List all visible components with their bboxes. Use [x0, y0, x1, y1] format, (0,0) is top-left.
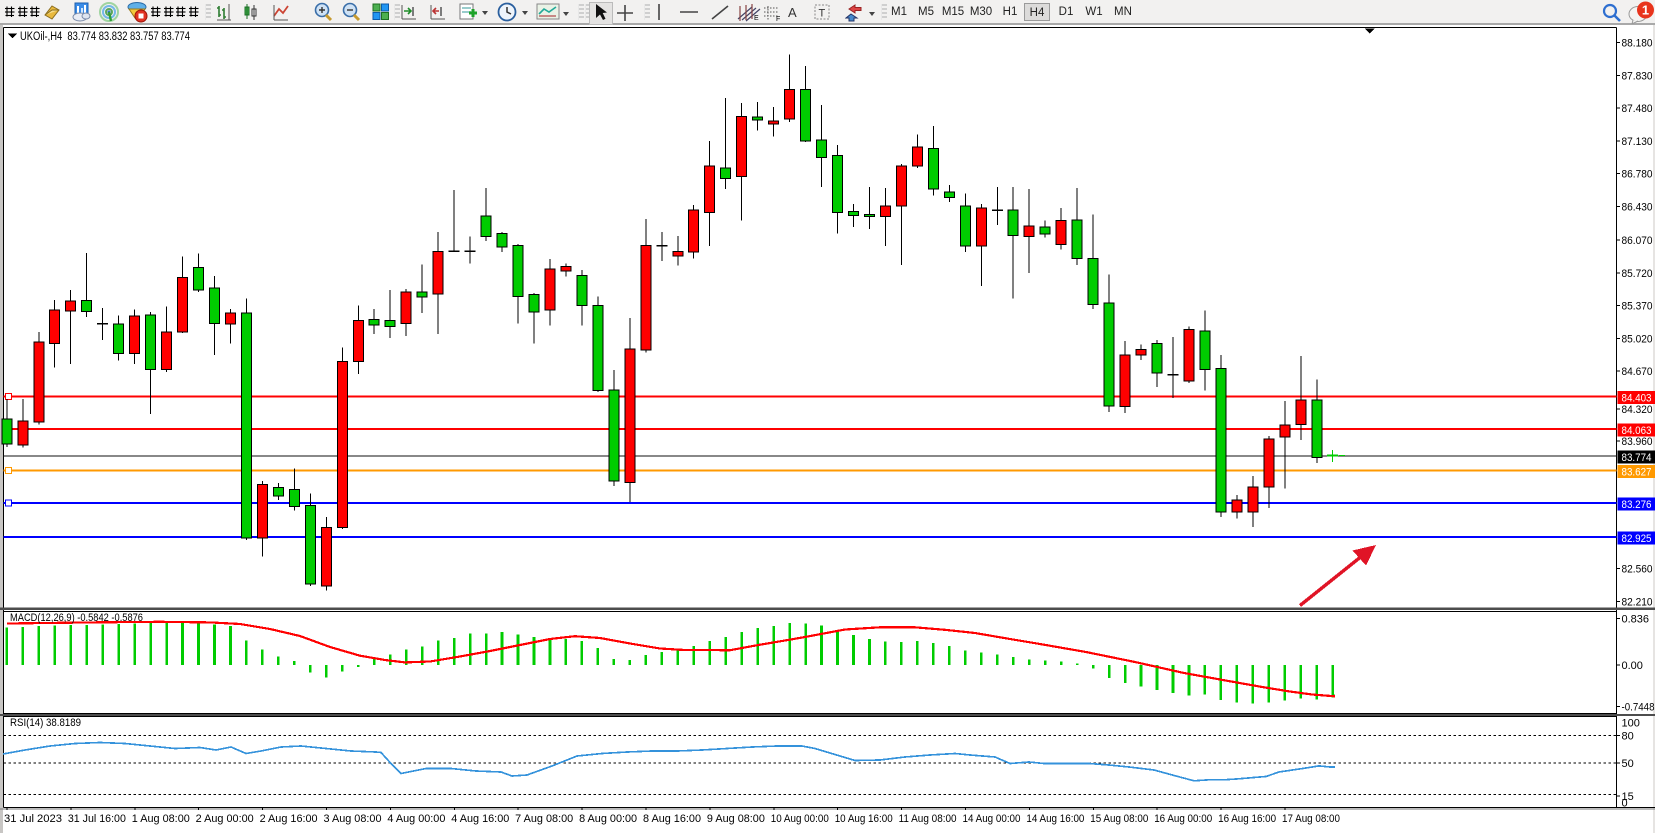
svg-text:84.670: 84.670	[1622, 366, 1653, 378]
svg-text:8 Aug 16:00: 8 Aug 16:00	[643, 813, 701, 825]
svg-text:31 Jul 16:00: 31 Jul 16:00	[68, 813, 126, 825]
svg-text:85.720: 85.720	[1622, 268, 1653, 280]
svg-text:2 Aug 00:00: 2 Aug 00:00	[196, 813, 254, 825]
svg-text:85.020: 85.020	[1622, 333, 1653, 345]
svg-text:F: F	[776, 16, 780, 22]
svg-text:RSI(14) 38.8189: RSI(14) 38.8189	[10, 717, 81, 729]
svg-text:1: 1	[1642, 3, 1649, 18]
svg-text:87.480: 87.480	[1622, 103, 1653, 115]
svg-text:0.836: 0.836	[1622, 613, 1650, 625]
svg-text:7 Aug 08:00: 7 Aug 08:00	[515, 813, 573, 825]
svg-text:MACD(12,26,9) -0.5842 -0.5876: MACD(12,26,9) -0.5842 -0.5876	[10, 612, 143, 624]
svg-text:11 Aug 08:00: 11 Aug 08:00	[899, 813, 957, 825]
svg-text:82.925: 82.925	[1622, 533, 1652, 545]
svg-text:9 Aug 08:00: 9 Aug 08:00	[707, 813, 765, 825]
svg-text:87.830: 87.830	[1622, 70, 1653, 82]
svg-text:82.210: 82.210	[1622, 597, 1653, 609]
svg-text:83.774: 83.774	[1622, 452, 1652, 464]
svg-text:15 Aug 08:00: 15 Aug 08:00	[1090, 813, 1148, 825]
svg-text:8 Aug 00:00: 8 Aug 00:00	[579, 813, 637, 825]
svg-text:2 Aug 16:00: 2 Aug 16:00	[260, 813, 318, 825]
svg-text:50: 50	[1622, 758, 1634, 770]
svg-text:14 Aug 16:00: 14 Aug 16:00	[1026, 813, 1084, 825]
svg-text:E: E	[754, 15, 759, 22]
svg-text:84.320: 84.320	[1622, 404, 1653, 416]
svg-text:4 Aug 16:00: 4 Aug 16:00	[451, 813, 509, 825]
svg-text:10 Aug 16:00: 10 Aug 16:00	[835, 813, 893, 825]
svg-text:16 Aug 16:00: 16 Aug 16:00	[1218, 813, 1276, 825]
svg-text:UKOil-,H4 83.774 83.832 83.75: UKOil-,H4 83.774 83.832 83.757 83.774	[20, 31, 190, 43]
svg-text:88.180: 88.180	[1622, 38, 1653, 50]
svg-text:-0.7448: -0.7448	[1622, 702, 1655, 714]
svg-text:0: 0	[1622, 798, 1628, 810]
svg-text:86.430: 86.430	[1622, 202, 1653, 214]
svg-text:1 Aug 08:00: 1 Aug 08:00	[132, 813, 190, 825]
svg-text:3 Aug 08:00: 3 Aug 08:00	[324, 813, 382, 825]
svg-text:14 Aug 00:00: 14 Aug 00:00	[963, 813, 1021, 825]
svg-text:4 Aug 00:00: 4 Aug 00:00	[387, 813, 445, 825]
svg-text:0.00: 0.00	[1622, 660, 1643, 672]
svg-text:17 Aug 08:00: 17 Aug 08:00	[1282, 813, 1340, 825]
svg-text:83.960: 83.960	[1622, 436, 1653, 448]
svg-text:87.130: 87.130	[1622, 136, 1653, 148]
svg-text:82.560: 82.560	[1622, 564, 1653, 576]
svg-text:86.780: 86.780	[1622, 169, 1653, 181]
svg-text:10 Aug 00:00: 10 Aug 00:00	[771, 813, 829, 825]
svg-text:83.627: 83.627	[1622, 467, 1652, 479]
svg-text:86.070: 86.070	[1622, 235, 1653, 247]
svg-text:85.370: 85.370	[1622, 301, 1653, 313]
svg-text:80: 80	[1622, 731, 1634, 743]
svg-text:31 Jul 2023: 31 Jul 2023	[4, 813, 62, 825]
svg-text:15: 15	[1622, 791, 1634, 803]
svg-text:16 Aug 00:00: 16 Aug 00:00	[1154, 813, 1212, 825]
svg-text:T: T	[819, 8, 826, 20]
svg-text:100: 100	[1622, 718, 1640, 730]
svg-text:84.063: 84.063	[1622, 425, 1652, 437]
svg-text:83.276: 83.276	[1622, 499, 1652, 511]
svg-text:84.403: 84.403	[1622, 393, 1652, 405]
